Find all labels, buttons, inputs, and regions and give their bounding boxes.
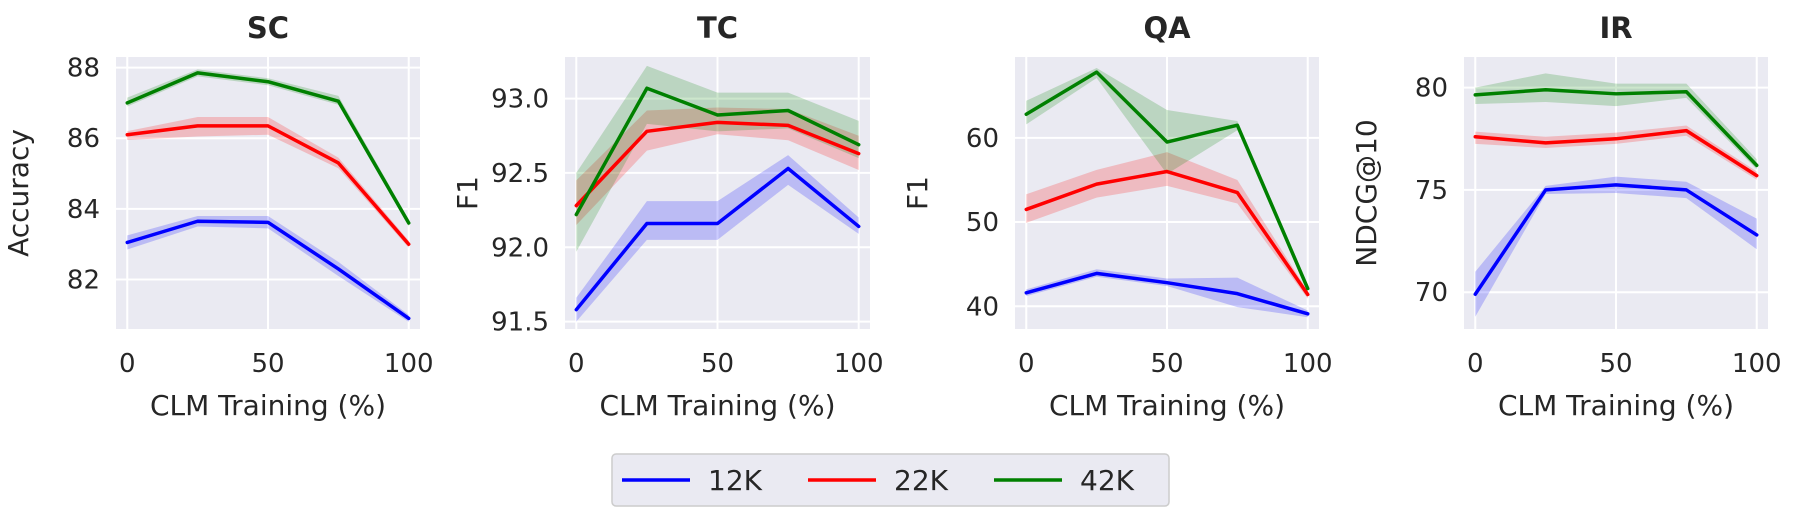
line-22k [1473,128,1759,178]
panel-title: SC [247,11,289,45]
x-tick-label: 50 [1150,349,1183,379]
x-axis-label: CLM Training (%) [150,389,386,422]
x-tick-label: 50 [1599,349,1632,379]
x-tick-label: 100 [384,349,434,379]
y-tick-label: 80 [1415,74,1448,104]
x-tick-label: 0 [568,349,585,379]
y-tick-label: 82 [67,266,100,296]
x-tick-label: 100 [834,349,884,379]
y-tick-label: 70 [1415,278,1448,308]
line-12k [574,166,861,312]
panel-qa: 40 50 60 0 50 100 QA CLM Training (%) F1 [901,11,1333,422]
legend: 12K 22K 42K [611,453,1170,507]
confidence-bands [1475,73,1757,317]
y-axis-label: F1 [901,176,934,210]
band-22k [1475,125,1757,180]
gridlines [116,57,420,329]
x-axis-label: CLM Training (%) [1498,389,1734,422]
series-lines [574,86,861,312]
y-tick-label: 91.5 [491,308,549,338]
y-tick-label: 50 [966,208,999,238]
panel-title: TC [697,11,738,45]
x-tick-label: 100 [1732,349,1782,379]
x-tick-label: 0 [119,349,136,379]
y-tick-label: 93.0 [491,85,549,115]
y-tick-label: 75 [1415,176,1448,206]
y-tick-label: 92.0 [491,233,549,263]
x-tick-label: 0 [1467,349,1484,379]
x-tick-label: 50 [701,349,734,379]
panel-tc: 91.5 92.0 92.5 93.0 0 50 100 TC CLM Training (… [451,11,884,422]
legend-label-22k: 22K [894,464,949,497]
tick-labels: 40 50 60 0 50 100 [966,124,1333,379]
x-tick-label: 100 [1283,349,1333,379]
band-12k [1026,269,1308,318]
y-axis-label: Accuracy [2,129,35,257]
series-lines [1473,87,1759,296]
legend-label-42k: 42K [1080,464,1135,497]
y-tick-label: 40 [966,292,999,322]
tick-labels: 91.5 92.0 92.5 93.0 0 50 100 [491,85,883,379]
line-42k [1473,87,1759,168]
x-axis-label: CLM Training (%) [599,389,835,422]
series-lines [1024,70,1310,316]
y-tick-label: 92.5 [491,159,549,189]
panel-ir: 70 75 80 0 50 100 IR CLM Training (%) NDCG@10 [1350,11,1782,422]
tick-labels: 82 84 86 88 0 50 100 [67,54,434,379]
line-22k [574,120,861,208]
x-tick-label: 50 [251,349,284,379]
y-tick-label: 84 [67,195,100,225]
gridlines [1015,57,1319,329]
gridlines [565,57,870,329]
x-axis-label: CLM Training (%) [1049,389,1285,422]
band-22k [1026,152,1308,299]
line-42k [1024,70,1310,291]
y-tick-label: 86 [67,124,100,154]
legend-label-12k: 12K [708,464,763,497]
line-42k [125,71,411,225]
band-22k [576,107,859,225]
band-42k [1475,73,1757,170]
y-axis-label: NDCG@10 [1350,119,1383,266]
y-axis-label: F1 [451,176,484,210]
x-tick-label: 0 [1018,349,1035,379]
tick-labels: 70 75 80 0 50 100 [1415,74,1782,379]
y-tick-label: 88 [67,54,100,84]
line-22k [125,124,411,246]
line-12k [1473,183,1759,296]
line-12k [1024,271,1310,316]
panel-title: IR [1599,11,1632,45]
panel-sc: 82 84 86 88 0 50 100 SC CLM Training (%) Accur… [2,11,434,422]
y-tick-label: 60 [966,124,999,154]
band-12k [576,155,859,322]
line-12k [125,219,411,321]
panel-title: QA [1143,11,1191,45]
legend-box [611,453,1170,507]
series-lines [125,71,411,321]
line-22k [1024,169,1310,297]
gridlines [1464,57,1768,329]
line-42k [574,86,861,217]
